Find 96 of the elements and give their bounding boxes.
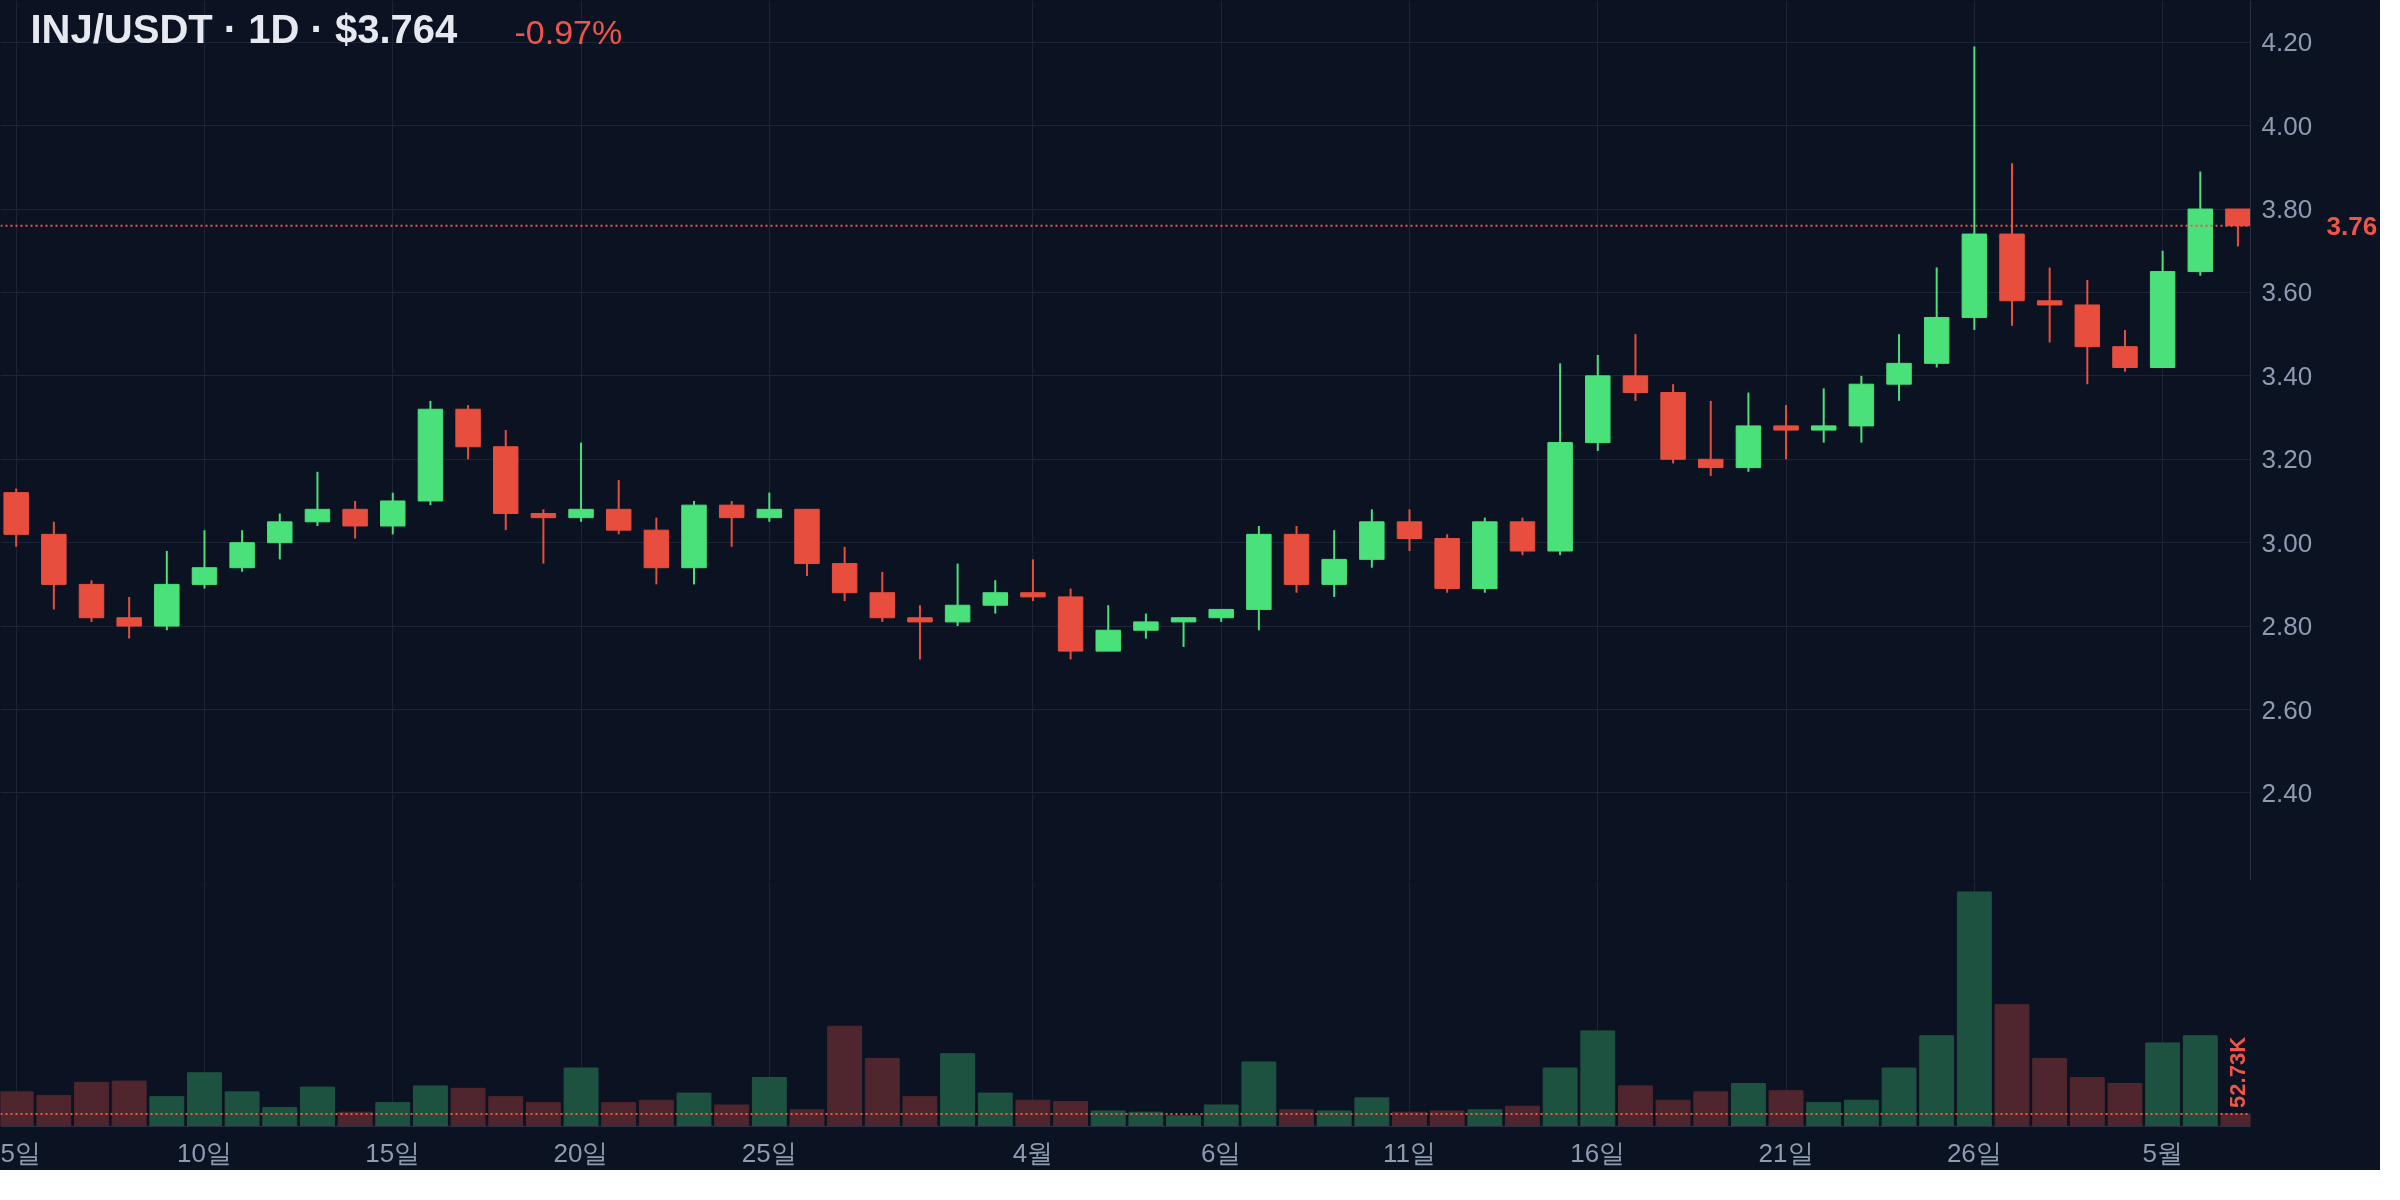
bar bbox=[2107, 1083, 2143, 1127]
data-label: 52.73K bbox=[2225, 1036, 2251, 1108]
candlestick bbox=[1698, 399, 1724, 477]
bar bbox=[940, 1053, 976, 1127]
bar bbox=[74, 1081, 109, 1127]
text: 10일 bbox=[177, 1137, 232, 1168]
text: 20일 bbox=[553, 1137, 609, 1168]
text: 15일 bbox=[365, 1137, 421, 1168]
bar bbox=[1806, 1102, 1842, 1127]
chart-title: INJ/USDT · 1D · $3.764 bbox=[30, 6, 459, 51]
text: 5일 bbox=[0, 1137, 41, 1168]
bar bbox=[1090, 1110, 1126, 1127]
candlestick bbox=[530, 508, 557, 565]
bar bbox=[1505, 1105, 1540, 1127]
bar bbox=[864, 1057, 900, 1127]
bar bbox=[375, 1102, 411, 1127]
bar bbox=[36, 1094, 72, 1127]
text: 21일 bbox=[1758, 1137, 1814, 1168]
text: 5월 bbox=[2142, 1137, 2183, 1168]
bar bbox=[1053, 1100, 1089, 1127]
candlestick bbox=[756, 491, 783, 523]
text: 4월 bbox=[1012, 1137, 1054, 1168]
bar bbox=[1655, 1099, 1691, 1127]
y-tick-label: 3.40 bbox=[2261, 360, 2313, 391]
candlestick bbox=[907, 604, 933, 661]
bar bbox=[1316, 1110, 1352, 1127]
bar bbox=[1203, 1104, 1239, 1127]
bar bbox=[2032, 1057, 2068, 1127]
bar bbox=[224, 1091, 260, 1127]
bar bbox=[1467, 1109, 1503, 1127]
bar bbox=[111, 1080, 147, 1127]
bar bbox=[187, 1072, 222, 1127]
text: 25일 bbox=[741, 1137, 797, 1168]
bar bbox=[1015, 1099, 1051, 1127]
y-tick-label: 3.80 bbox=[2261, 194, 2313, 225]
bar bbox=[714, 1104, 750, 1127]
candlestick bbox=[1170, 616, 1197, 648]
bar bbox=[1241, 1061, 1277, 1127]
bar bbox=[337, 1111, 373, 1127]
bar bbox=[1768, 1090, 1804, 1127]
y-tick-label: 3.20 bbox=[2261, 444, 2313, 475]
bar bbox=[676, 1092, 712, 1127]
bar bbox=[601, 1102, 637, 1127]
candlestick bbox=[304, 470, 331, 527]
bar bbox=[1354, 1097, 1390, 1127]
y-tick-label: 3.00 bbox=[2261, 527, 2313, 558]
bar bbox=[262, 1106, 298, 1127]
bar bbox=[1693, 1091, 1729, 1127]
bar bbox=[300, 1086, 335, 1127]
bar bbox=[1392, 1111, 1427, 1127]
bar bbox=[2145, 1042, 2181, 1127]
bar bbox=[2182, 1035, 2218, 1127]
bar bbox=[1279, 1109, 1314, 1127]
bar bbox=[412, 1085, 448, 1127]
candlestick bbox=[568, 441, 594, 523]
candlestick bbox=[2036, 266, 2063, 344]
bar bbox=[902, 1096, 938, 1127]
bar bbox=[1580, 1030, 1616, 1127]
candlestick bbox=[1020, 558, 1046, 603]
bar bbox=[1429, 1110, 1465, 1127]
bar bbox=[1919, 1035, 1955, 1127]
candlestick bbox=[1773, 404, 1799, 461]
bar bbox=[1956, 891, 1992, 1127]
bar bbox=[789, 1109, 825, 1127]
bar bbox=[149, 1096, 185, 1127]
text: 6일 bbox=[1200, 1137, 1242, 1168]
chart-subtitle: -0.97% bbox=[514, 12, 623, 51]
bar bbox=[2069, 1077, 2105, 1127]
bar bbox=[751, 1077, 787, 1127]
y-tick-label: 4.00 bbox=[2261, 110, 2313, 141]
y-tick-label: 2.40 bbox=[2261, 777, 2313, 808]
text: 11일 bbox=[1383, 1137, 1436, 1168]
text: 26일 bbox=[1946, 1137, 2002, 1168]
y-tick-label: 2.60 bbox=[2261, 694, 2313, 725]
bar bbox=[1617, 1085, 1653, 1127]
bar bbox=[1843, 1099, 1879, 1127]
bar bbox=[1730, 1083, 1766, 1127]
bar bbox=[1128, 1111, 1164, 1127]
bar bbox=[977, 1092, 1013, 1127]
bar bbox=[563, 1067, 599, 1127]
ref-line-label: 3.76 bbox=[2326, 210, 2378, 241]
bar bbox=[0, 1091, 34, 1127]
bar bbox=[638, 1099, 674, 1127]
bar bbox=[488, 1096, 524, 1127]
bar bbox=[1881, 1067, 1917, 1127]
text: 16일 bbox=[1570, 1137, 1626, 1168]
y-tick-label: 4.20 bbox=[2261, 27, 2313, 58]
bar bbox=[525, 1102, 561, 1127]
bar bbox=[450, 1087, 486, 1127]
bar bbox=[1542, 1067, 1578, 1127]
y-tick-label: 2.80 bbox=[2261, 611, 2313, 642]
bar bbox=[827, 1025, 863, 1127]
bar bbox=[1994, 1004, 2030, 1127]
bar bbox=[1166, 1115, 1201, 1127]
y-tick-label: 3.60 bbox=[2261, 277, 2313, 308]
candlestick bbox=[1810, 387, 1837, 444]
